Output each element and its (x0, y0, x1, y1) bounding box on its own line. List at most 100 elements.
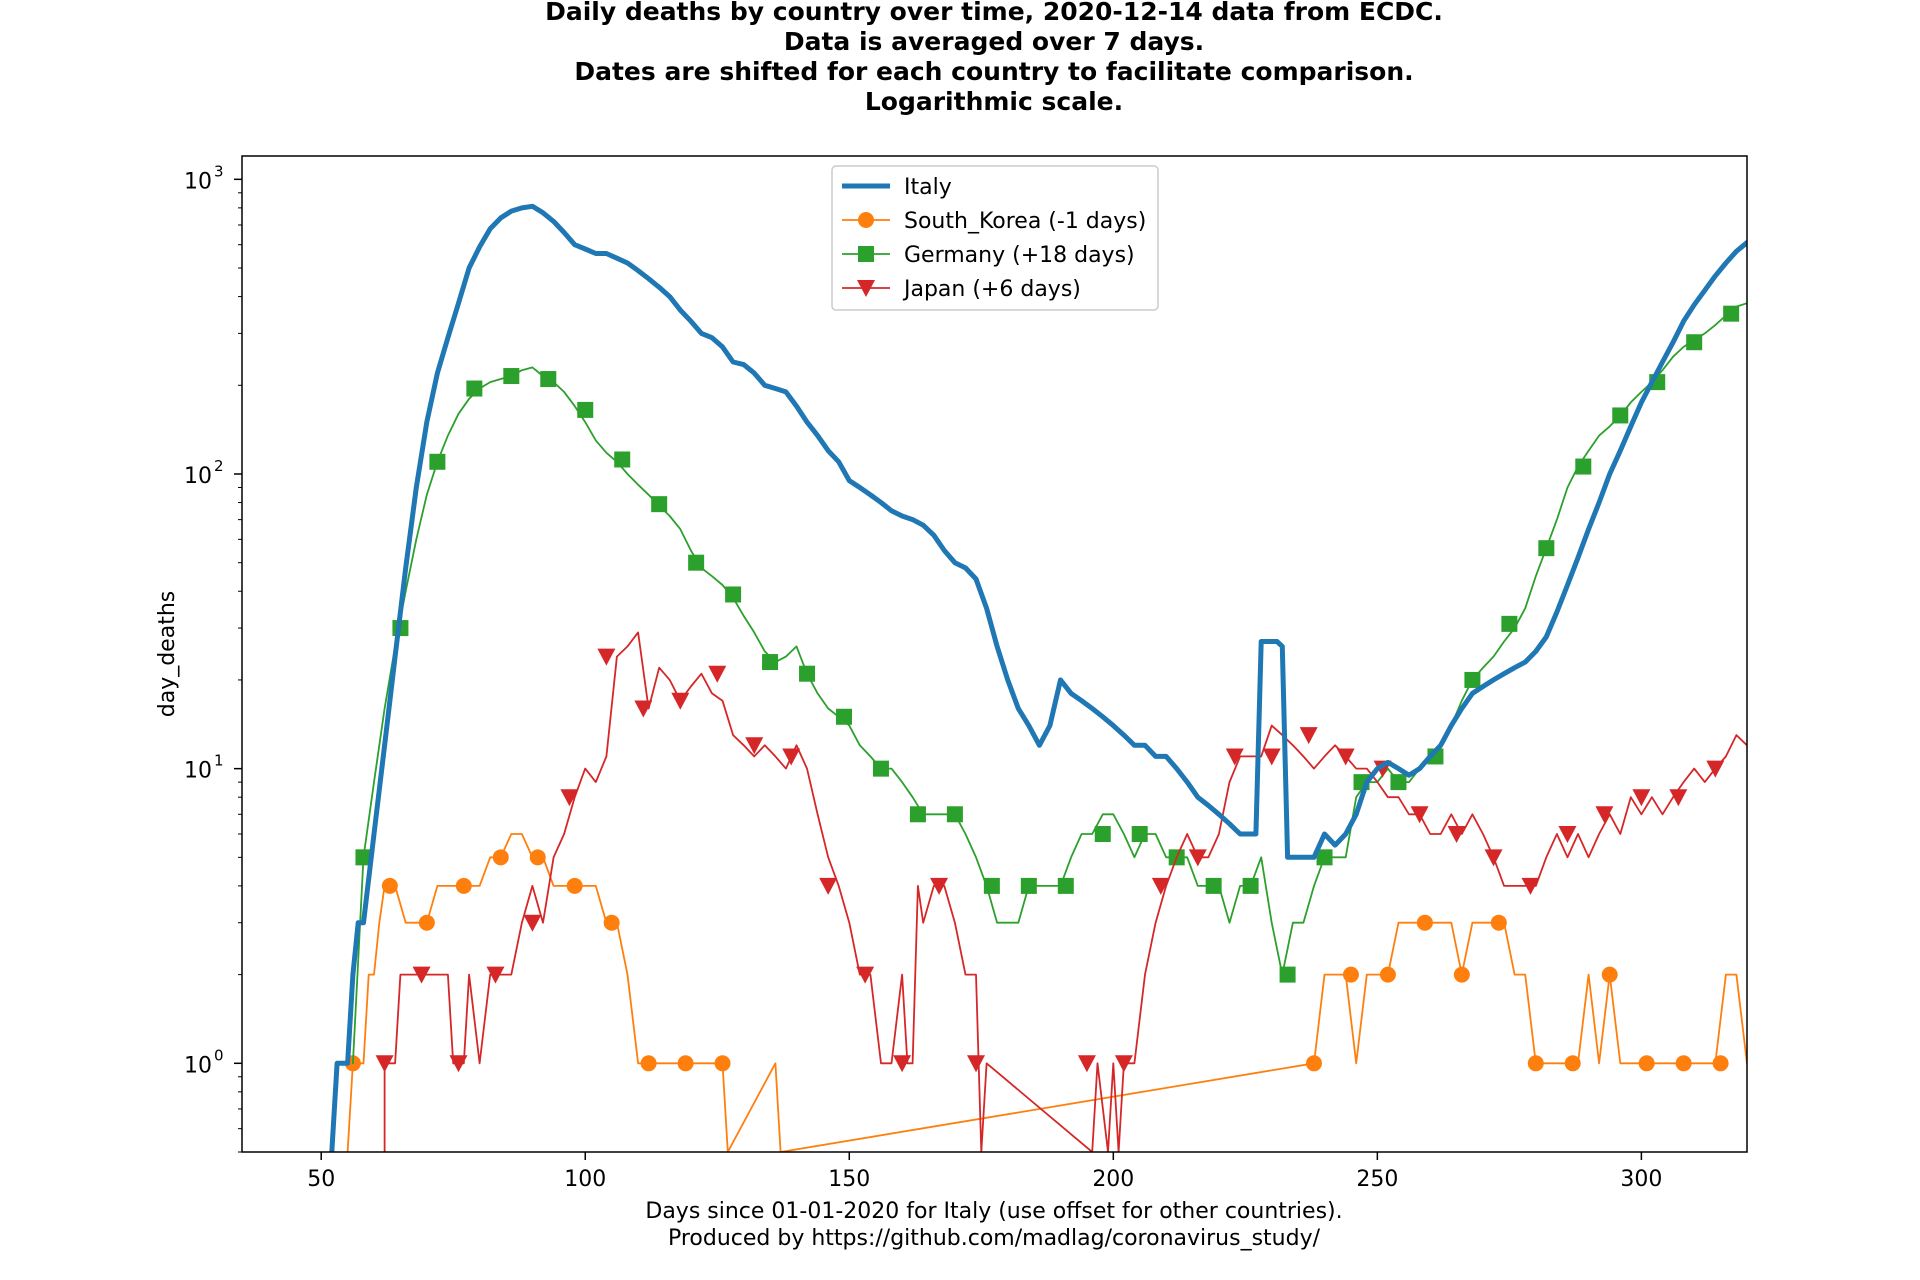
data-point-2-31 (1501, 615, 1518, 632)
x-axis: 50 100 150 200 250 300 (307, 1152, 1662, 1192)
data-point-3-9 (708, 665, 727, 683)
series-3 (375, 631, 1747, 1152)
data-point-1-4 (492, 849, 509, 866)
x-tick-label-5: 300 (1620, 1167, 1662, 1192)
data-point-1-1 (381, 877, 398, 894)
data-point-1-10 (714, 1055, 731, 1072)
data-point-3-10 (745, 737, 764, 755)
data-point-1-15 (1453, 966, 1470, 983)
data-point-2-25 (1279, 966, 1296, 983)
x-tick-label-4: 250 (1356, 1167, 1398, 1192)
data-point-2-33 (1575, 458, 1592, 475)
data-point-3-15 (930, 877, 949, 895)
series-0 (329, 203, 1747, 1152)
data-point-3-16 (967, 1055, 986, 1073)
legend-label-3: Japan (+6 days) (902, 277, 1081, 302)
data-point-3-20 (1188, 849, 1207, 867)
data-point-3-8 (671, 692, 690, 710)
data-point-3-7 (634, 700, 653, 718)
data-point-1-8 (640, 1055, 657, 1072)
data-point-2-23 (1205, 877, 1222, 894)
data-point-2-4 (503, 368, 520, 385)
data-point-3-22 (1262, 748, 1281, 766)
y-tick-label-0: 10 (184, 1053, 212, 1078)
data-point-1-14 (1416, 914, 1433, 931)
data-point-2-11 (762, 654, 779, 671)
data-point-3-14 (893, 1055, 912, 1073)
data-point-3-30 (1558, 826, 1577, 844)
legend-marker-1 (858, 212, 874, 228)
y-tick-exponent-2: 2 (214, 457, 224, 475)
data-point-1-18 (1564, 1055, 1581, 1072)
data-point-3-34 (1706, 760, 1725, 778)
data-point-3-23 (1299, 727, 1318, 745)
data-point-1-5 (529, 849, 546, 866)
data-point-3-33 (1669, 789, 1688, 807)
y-tick-exponent-3: 3 (214, 162, 224, 180)
series-line-3 (383, 631, 1747, 1152)
legend-entries: Italy South_Korea (-1 days) Germany (+18 d… (842, 175, 1146, 302)
data-point-1-6 (566, 877, 583, 894)
data-point-1-16 (1490, 914, 1507, 931)
data-point-2-28 (1390, 774, 1407, 791)
data-point-2-37 (1723, 305, 1740, 322)
data-point-1-9 (677, 1055, 694, 1072)
data-point-2-6 (577, 401, 594, 418)
y-tick-label-2: 10 (184, 464, 212, 489)
data-point-2-12 (799, 665, 816, 682)
data-point-1-17 (1527, 1055, 1544, 1072)
data-point-2-24 (1242, 877, 1259, 894)
data-point-2-9 (688, 554, 705, 571)
title-line-1: Daily deaths by country over time, 2020-… (545, 0, 1443, 26)
data-point-3-21 (1225, 748, 1244, 766)
data-point-3-17 (1077, 1055, 1096, 1073)
data-point-2-18 (1020, 877, 1037, 894)
data-point-3-24 (1336, 748, 1355, 766)
data-point-3-6 (597, 648, 616, 666)
data-point-2-0 (355, 849, 372, 866)
data-point-2-21 (1131, 826, 1148, 843)
data-point-2-32 (1538, 540, 1555, 557)
data-point-3-28 (1484, 849, 1503, 867)
data-point-1-11 (1305, 1055, 1322, 1072)
data-point-2-13 (836, 708, 852, 725)
data-point-2-8 (651, 496, 668, 513)
data-point-3-3 (486, 966, 505, 984)
data-point-2-10 (725, 586, 742, 603)
series-line-0 (329, 203, 1747, 1152)
data-point-3-27 (1447, 826, 1466, 844)
legend: Italy South_Korea (-1 days) Germany (+18 d… (831, 165, 1159, 311)
data-point-2-7 (614, 451, 631, 468)
x-tick-label-0: 50 (307, 1167, 335, 1192)
title-line-3: Dates are shifted for each country to fa… (574, 57, 1413, 86)
data-point-3-11 (782, 748, 801, 766)
y-tick-exponent-1: 1 (214, 752, 224, 770)
legend-box (831, 165, 1159, 311)
data-point-2-3 (466, 380, 483, 397)
data-point-3-31 (1595, 806, 1614, 824)
data-point-3-5 (560, 789, 579, 807)
data-point-2-5 (540, 371, 557, 388)
y-axis-label: day_deaths (155, 591, 180, 717)
series-line-2 (352, 302, 1747, 1065)
plot-area (329, 203, 1747, 1152)
plot-frame (241, 155, 1748, 1153)
x-axis-label-line-1: Days since 01-01-2020 for Italy (use off… (645, 1199, 1342, 1224)
data-point-2-34 (1612, 407, 1629, 424)
data-point-2-20 (1094, 826, 1111, 843)
data-point-3-32 (1632, 789, 1651, 807)
data-point-2-19 (1057, 877, 1074, 894)
data-point-3-12 (819, 877, 838, 895)
x-tick-label-2: 150 (828, 1167, 870, 1192)
data-point-1-21 (1675, 1055, 1692, 1072)
data-point-1-19 (1601, 966, 1618, 983)
data-point-1-13 (1379, 966, 1396, 983)
data-point-1-20 (1638, 1055, 1655, 1072)
data-point-1-3 (455, 877, 472, 894)
data-point-1-12 (1342, 966, 1359, 983)
data-point-1-22 (1712, 1055, 1729, 1072)
data-point-3-29 (1521, 877, 1540, 895)
legend-label-2: Germany (+18 days) (904, 243, 1135, 268)
title-line-2: Data is averaged over 7 days. (784, 27, 1204, 56)
